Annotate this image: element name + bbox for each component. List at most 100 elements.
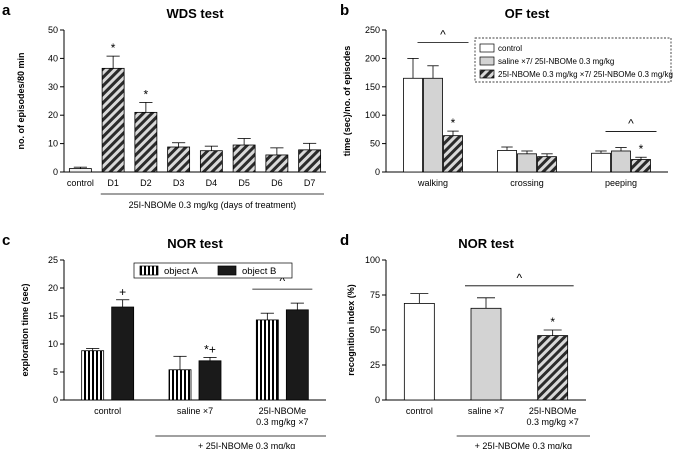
y-tick-label: 50 — [48, 25, 58, 35]
bar — [81, 350, 105, 401]
y-tick-label: 20 — [48, 283, 58, 293]
bar — [101, 67, 125, 173]
y-tick-label: 100 — [365, 110, 380, 120]
comparison-mark: ^ — [628, 117, 634, 131]
x-tick-label-line-0: 25I-NBOMe — [259, 406, 307, 416]
legend-label: saline ×7/ 25I-NBOMe 0.3 mg/kg — [498, 57, 614, 66]
x-tick-label: D6 — [271, 178, 283, 188]
y-tick-label: 5 — [53, 367, 58, 377]
comparison-mark: ^ — [517, 271, 523, 285]
bar — [611, 150, 631, 173]
bar — [537, 156, 557, 173]
bar — [298, 149, 322, 173]
panel-label-b: b — [340, 2, 349, 19]
bar — [134, 111, 158, 173]
legend-swatch — [139, 265, 159, 276]
y-tick-label: 0 — [53, 395, 58, 405]
legend-swatch — [479, 43, 495, 53]
y-axis-label: time (sec)/no. of episodes — [342, 46, 352, 157]
x-tick-label-line-0: control — [94, 406, 121, 416]
x-tick-label: D2 — [140, 178, 152, 188]
bar — [470, 307, 502, 401]
x-tick-label: walking — [417, 178, 448, 188]
y-tick-label: 100 — [365, 255, 380, 265]
y-tick-label: 50 — [370, 325, 380, 335]
bar — [111, 306, 135, 401]
x-tick-label: D3 — [173, 178, 185, 188]
legend-swatch — [479, 56, 495, 66]
bar — [537, 335, 569, 401]
bar — [403, 77, 423, 173]
bar — [232, 144, 256, 173]
y-axis-label: no. of episodes/80 min — [16, 52, 26, 149]
y-tick-label: 25 — [370, 360, 380, 370]
x-tick-label: D4 — [206, 178, 218, 188]
x-tick-label-line-1: 0.3 mg/kg ×7 — [527, 417, 579, 427]
bar — [68, 168, 92, 173]
significance-mark: *+ — [204, 342, 216, 356]
x-tick-label-line-0: saline ×7 — [177, 406, 213, 416]
significance-mark: * — [550, 315, 555, 329]
bar — [198, 360, 222, 401]
y-tick-label: 200 — [365, 53, 380, 63]
y-tick-label: 40 — [48, 53, 58, 63]
y-tick-label: 150 — [365, 82, 380, 92]
chart-title: NOR test — [167, 236, 223, 251]
footer-label: + 25I-NBOMe 0.3 mg/kg — [198, 441, 295, 449]
chart-panel-c: NOR test 0 5 10 15 20 25 exploration time (sec)… — [20, 236, 326, 449]
x-tick-label: D7 — [304, 178, 316, 188]
legend-box — [133, 262, 293, 279]
bar — [265, 154, 289, 173]
y-tick-label: 20 — [48, 110, 58, 120]
x-tick-label-line-0: control — [406, 406, 433, 416]
chart-panel-d: NOR test 0 25 50 75 100 recognition index (%) c… — [346, 236, 590, 449]
bar — [631, 159, 651, 173]
bar — [167, 146, 191, 173]
bar — [403, 302, 435, 401]
bar — [199, 150, 223, 173]
y-axis-label: exploration time (sec) — [20, 283, 30, 376]
significance-mark: + — [119, 285, 126, 299]
x-tick-label: crossing — [510, 178, 544, 188]
legend-swatch — [479, 69, 495, 79]
bar — [591, 152, 611, 173]
legend-label: object B — [242, 266, 276, 277]
chart-title: WDS test — [166, 6, 224, 21]
x-tick-label: peeping — [605, 178, 637, 188]
legend-swatch — [217, 265, 237, 276]
panel-label-d: d — [340, 232, 349, 249]
footer-label: + 25I-NBOMe 0.3 mg/kg — [475, 441, 572, 449]
panel-label-c: c — [2, 232, 10, 249]
bar — [255, 319, 279, 401]
legend-label: object A — [164, 266, 198, 277]
panel-label-a: a — [2, 2, 11, 19]
chart-title: OF test — [505, 6, 550, 21]
y-tick-label: 0 — [53, 167, 58, 177]
y-tick-label: 0 — [375, 167, 380, 177]
bar — [423, 77, 443, 173]
y-tick-label: 10 — [48, 339, 58, 349]
y-tick-label: 75 — [370, 290, 380, 300]
x-tick-label: control — [67, 178, 94, 188]
chart-panel-a: WDS test 0 10 20 30 40 50 no. of episodes/80 mi… — [16, 6, 326, 210]
y-tick-label: 0 — [375, 395, 380, 405]
x-tick-label: D5 — [238, 178, 250, 188]
significance-mark: * — [144, 87, 149, 101]
bar — [497, 150, 517, 173]
y-tick-label: 30 — [48, 82, 58, 92]
y-axis-label: recognition index (%) — [346, 284, 356, 376]
significance-mark: * — [451, 116, 456, 130]
legend-label: control — [498, 44, 522, 53]
bar — [285, 309, 309, 401]
legend-label: 25I-NBOMe 0.3 mg/kg ×7/ 25I-NBOMe 0.3 mg… — [498, 70, 673, 79]
chart-panel-b: OF test 0 50 100 150 200 250 time (sec)/no. of … — [342, 6, 673, 188]
x-tick-label: D1 — [107, 178, 119, 188]
y-tick-label: 10 — [48, 139, 58, 149]
comparison-mark: ^ — [280, 274, 286, 288]
comparison-mark: ^ — [440, 27, 446, 41]
y-tick-label: 250 — [365, 25, 380, 35]
y-tick-label: 25 — [48, 255, 58, 265]
chart-title: NOR test — [458, 236, 514, 251]
bar — [443, 135, 463, 173]
